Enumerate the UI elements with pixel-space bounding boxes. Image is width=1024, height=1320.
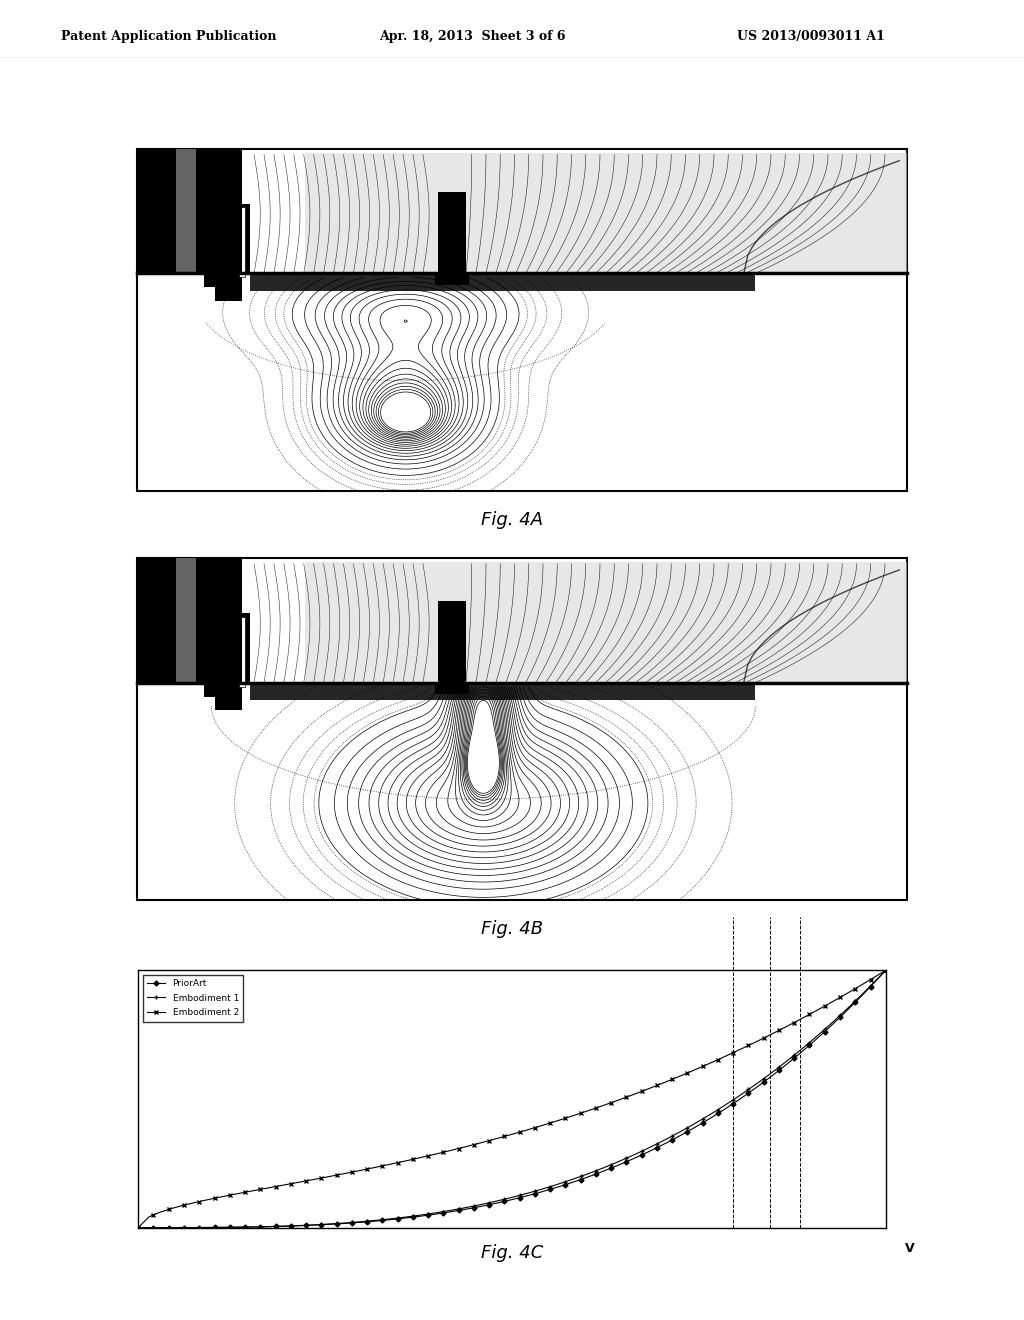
Bar: [215, 612, 250, 682]
Text: Fig. 4A: Fig. 4A: [481, 511, 543, 529]
Bar: [137, 149, 215, 273]
Text: Patent Application Publication: Patent Application Publication: [61, 30, 276, 44]
Text: US 2013/0093011 A1: US 2013/0093011 A1: [737, 30, 885, 44]
Bar: [438, 601, 466, 686]
Bar: [215, 203, 250, 273]
Bar: [438, 191, 466, 277]
Bar: [435, 682, 469, 694]
Bar: [250, 682, 756, 700]
Bar: [435, 273, 469, 285]
Bar: [204, 272, 243, 288]
Text: V: V: [904, 1242, 914, 1255]
Text: Fig. 4C: Fig. 4C: [481, 1243, 543, 1262]
Bar: [304, 562, 907, 682]
Bar: [215, 273, 243, 301]
Bar: [137, 558, 215, 682]
Bar: [239, 207, 245, 277]
Bar: [196, 149, 243, 273]
Legend: PriorArt, Embodiment 1, Embodiment 2: PriorArt, Embodiment 1, Embodiment 2: [142, 974, 244, 1022]
Bar: [196, 558, 243, 682]
Bar: [304, 153, 907, 273]
Bar: [204, 681, 243, 697]
Text: Fig. 4B: Fig. 4B: [481, 920, 543, 939]
Bar: [250, 273, 756, 290]
Bar: [137, 149, 239, 273]
Bar: [239, 616, 245, 686]
Bar: [137, 149, 176, 273]
Text: Apr. 18, 2013  Sheet 3 of 6: Apr. 18, 2013 Sheet 3 of 6: [379, 30, 565, 44]
Bar: [137, 558, 176, 682]
Bar: [137, 558, 239, 682]
Bar: [215, 682, 243, 710]
